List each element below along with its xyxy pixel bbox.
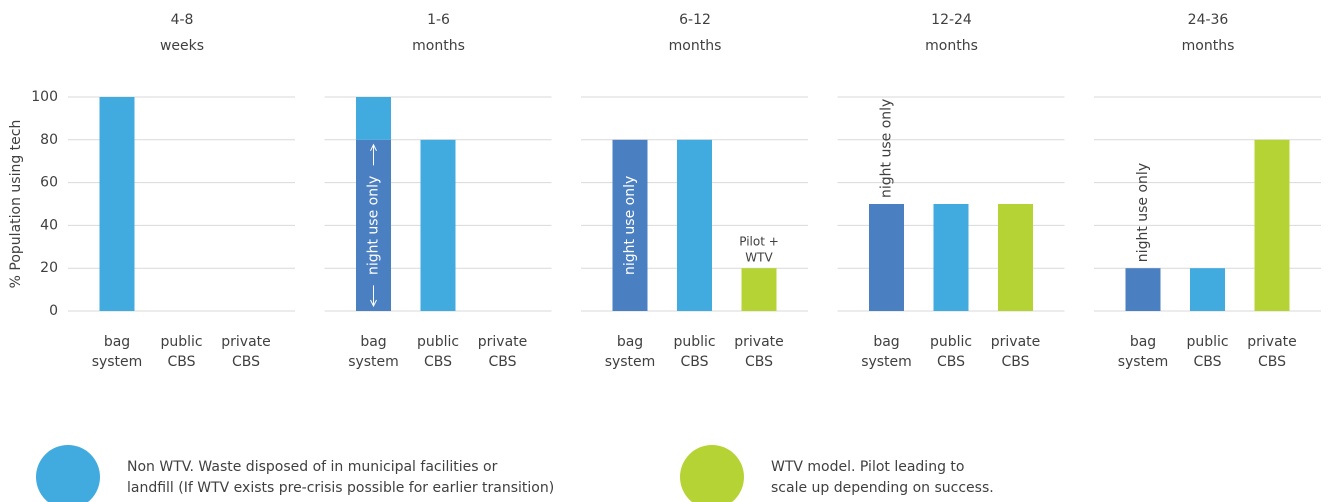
panel-title: months <box>669 38 722 54</box>
bar <box>1190 268 1225 311</box>
x-tick-label: bag <box>617 334 643 350</box>
x-tick-label: CBS <box>745 354 773 370</box>
legend-text: scale up depending on success. <box>771 480 994 496</box>
x-tick-label: bag <box>1130 334 1156 350</box>
bar <box>741 268 777 311</box>
bar <box>1125 268 1161 311</box>
panel-title: 12-24 <box>931 12 972 28</box>
panel-title: months <box>1182 38 1235 54</box>
x-tick-label: CBS <box>488 354 516 370</box>
x-tick-label: system <box>92 354 143 370</box>
annotation: night use only <box>1135 163 1151 262</box>
panel-title: months <box>925 38 978 54</box>
x-tick-label: system <box>1118 354 1169 370</box>
y-tick-label: 0 <box>49 303 58 319</box>
x-tick-label: CBS <box>937 354 965 370</box>
x-tick-label: CBS <box>232 354 260 370</box>
annotation: Pilot + <box>739 235 779 249</box>
panel-title: 6-12 <box>679 12 711 28</box>
x-tick-label: private <box>221 334 271 350</box>
x-tick-label: CBS <box>1193 354 1221 370</box>
annotation: night use only <box>366 176 382 275</box>
x-tick-label: CBS <box>1001 354 1029 370</box>
x-tick-label: public <box>160 334 202 350</box>
x-tick-label: bag <box>873 334 899 350</box>
x-tick-label: public <box>1186 334 1228 350</box>
arrow-head <box>370 143 377 152</box>
bar <box>420 139 456 311</box>
x-tick-label: public <box>673 334 715 350</box>
panel-title: 4-8 <box>171 12 194 28</box>
x-tick-label: system <box>605 354 656 370</box>
x-tick-label: private <box>734 334 784 350</box>
annotation: night use only <box>879 99 895 198</box>
x-tick-label: private <box>991 334 1041 350</box>
y-tick-label: 20 <box>40 260 58 276</box>
bar <box>99 97 135 311</box>
x-tick-label: public <box>930 334 972 350</box>
panel-title: 1-6 <box>427 12 450 28</box>
y-tick-label: 80 <box>40 132 58 148</box>
legend-text: landfill (If WTV exists pre-crisis possi… <box>127 480 554 496</box>
bar <box>998 204 1033 311</box>
bar <box>933 204 969 311</box>
y-tick-label: 40 <box>40 217 58 233</box>
x-tick-label: private <box>478 334 528 350</box>
bar <box>677 139 712 311</box>
y-axis-label: % Population using tech <box>8 120 24 289</box>
legend-text: WTV model. Pilot leading to <box>771 459 964 475</box>
x-tick-label: system <box>861 354 912 370</box>
bar <box>612 139 648 311</box>
panel-title: 24-36 <box>1188 12 1229 28</box>
x-tick-label: CBS <box>167 354 195 370</box>
bar <box>356 139 391 311</box>
x-tick-label: bag <box>360 334 386 350</box>
annotation: night use only <box>622 176 638 275</box>
x-tick-label: CBS <box>1258 354 1286 370</box>
x-tick-label: private <box>1247 334 1297 350</box>
bar <box>1254 139 1290 311</box>
legend-text: Non WTV. Waste disposed of in municipal … <box>127 459 498 475</box>
bar <box>356 97 391 140</box>
x-tick-label: public <box>417 334 459 350</box>
panel-title: weeks <box>160 38 204 54</box>
x-tick-label: CBS <box>424 354 452 370</box>
legend-swatch <box>680 445 744 502</box>
legend-swatch <box>36 445 100 502</box>
arrow-head <box>370 299 377 308</box>
x-tick-label: bag <box>104 334 130 350</box>
panel-title: months <box>412 38 465 54</box>
x-tick-label: CBS <box>680 354 708 370</box>
x-tick-label: system <box>348 354 399 370</box>
y-tick-label: 60 <box>40 175 58 191</box>
bar <box>869 204 904 311</box>
y-tick-label: 100 <box>31 89 58 105</box>
annotation: WTV <box>745 251 773 265</box>
